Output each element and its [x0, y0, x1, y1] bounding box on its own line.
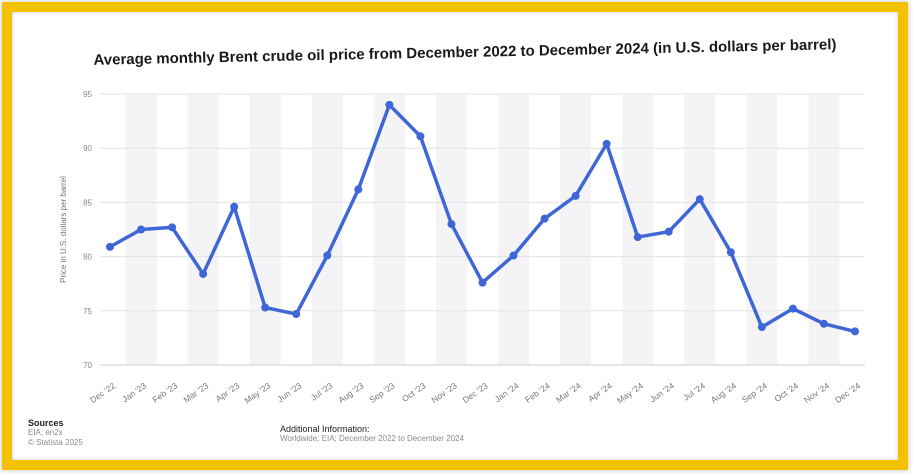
data-point [757, 323, 766, 332]
data-point [447, 220, 456, 229]
y-tick-label: 75 [83, 307, 92, 316]
series-line [108, 103, 857, 334]
data-point [726, 248, 735, 257]
x-tick-label: Mar '24 [554, 380, 583, 404]
x-tick-label: May '23 [242, 380, 272, 405]
column-band [684, 94, 716, 365]
column-band [560, 94, 592, 365]
x-tick-label: Aug '24 [709, 380, 738, 405]
sources-line-1: EIA; en2x [28, 428, 63, 437]
x-tick-label: Feb '24 [523, 380, 552, 404]
x-tick-label: Nov '23 [429, 380, 458, 405]
sources-block: Sources EIA; en2x © Statista 2025 [28, 418, 83, 448]
additional-info-text: Worldwide; EIA; December 2022 to Decembe… [280, 434, 464, 443]
data-point [292, 310, 301, 319]
data-point [230, 202, 239, 211]
x-tick-label: Jun '23 [275, 380, 303, 404]
data-point [385, 100, 394, 109]
y-axis-label: Price in U.S. dollars per barrel [59, 176, 68, 283]
additional-info-heading: Additional Information: [280, 424, 370, 434]
column-band [498, 94, 530, 365]
data-point [199, 269, 208, 278]
data-point [664, 227, 673, 236]
data-point [416, 132, 425, 141]
y-tick-label: 90 [83, 144, 92, 153]
data-point [323, 251, 332, 260]
gridlines [100, 93, 865, 366]
sources-line-2: © Statista 2025 [28, 438, 83, 447]
x-tick-label: Jan '24 [493, 380, 521, 404]
x-tick-label: Dec '23 [461, 380, 490, 405]
y-tick-label: 70 [83, 361, 92, 370]
sources-heading: Sources [28, 418, 64, 428]
y-tick-label: 85 [83, 198, 92, 207]
x-tick-label: Jun '24 [648, 380, 676, 404]
column-band [435, 94, 467, 365]
x-tick-label: Jul '23 [309, 380, 335, 402]
column-band [373, 94, 405, 365]
x-tick-label: Dec '22 [88, 380, 117, 405]
data-point [571, 191, 580, 200]
y-tick-label: 95 [83, 90, 92, 99]
column-bands [125, 94, 840, 365]
data-point [509, 251, 518, 260]
data-point [478, 278, 487, 287]
data-point [540, 214, 549, 223]
x-tick-label: Apr '23 [214, 380, 242, 404]
x-tick-label: Sep '23 [367, 380, 396, 405]
data-point [137, 225, 146, 234]
x-tick-label: Sep '24 [740, 380, 769, 405]
data-point [261, 303, 270, 312]
data-point [168, 223, 177, 232]
x-tick-label: Oct '24 [772, 380, 800, 404]
x-tick-label: Jul '24 [681, 380, 707, 402]
x-tick-label: May '24 [615, 380, 645, 405]
x-tick-label: Jan '23 [120, 380, 148, 404]
x-axis-ticks: Dec '22 Jan '23 Feb '23 Mar '23 Apr '23 May '… [88, 380, 862, 405]
data-point [354, 185, 363, 194]
data-point [788, 304, 797, 313]
data-point [106, 242, 114, 251]
x-tick-label: Nov '24 [802, 380, 831, 405]
data-point [602, 139, 611, 148]
additional-info-block: Additional Information: Worldwide; EIA; … [280, 424, 464, 444]
y-tick-label: 80 [83, 253, 92, 262]
data-point [819, 319, 828, 328]
x-tick-label: Feb '23 [150, 380, 179, 404]
x-tick-label: Oct '23 [400, 380, 428, 404]
x-tick-label: Aug '23 [336, 380, 365, 405]
x-tick-label: Apr '24 [586, 380, 614, 404]
x-tick-label: Dec '24 [833, 380, 862, 405]
y-axis-ticks: 70 75 80 85 90 95 [83, 90, 92, 370]
column-band [622, 94, 654, 365]
data-point [695, 195, 704, 204]
data-point [633, 233, 642, 242]
x-tick-label: Mar '23 [182, 380, 211, 404]
column-band [187, 94, 219, 365]
data-points [106, 100, 859, 336]
data-point [851, 327, 859, 336]
column-band [249, 94, 281, 365]
